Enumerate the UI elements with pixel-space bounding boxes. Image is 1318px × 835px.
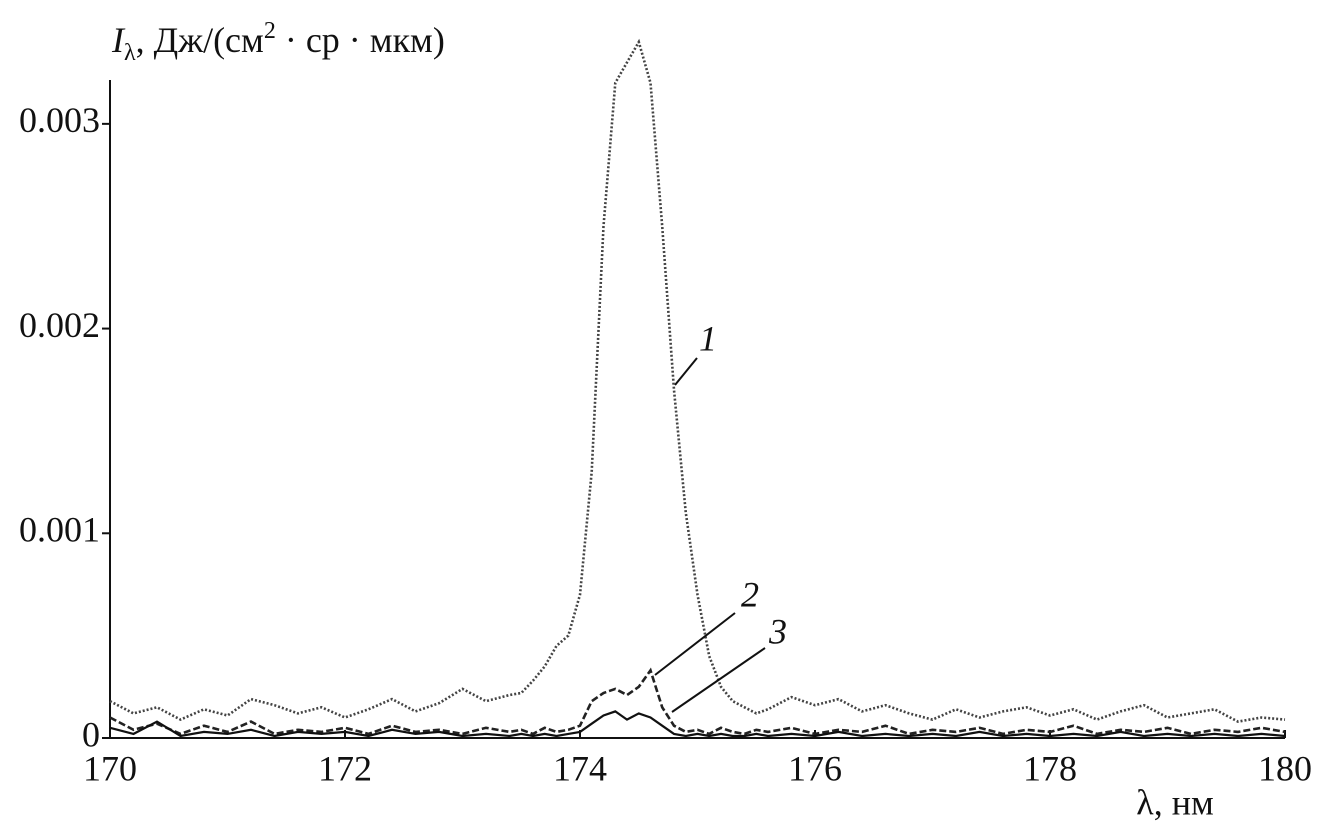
series-line xyxy=(109,667,1286,736)
y-axis-label: Iλ, Дж/(см2 · ср · мкм) xyxy=(111,18,445,66)
leader-line xyxy=(671,647,766,713)
x-axis-label: λ, нм xyxy=(1136,782,1214,822)
y-tick-label: 0.001 xyxy=(19,510,100,550)
leader-line xyxy=(674,357,698,386)
y-label-unit: , Дж/(см xyxy=(136,20,264,60)
series-label: 1 xyxy=(699,318,717,358)
series-line xyxy=(109,710,1286,738)
leader-line xyxy=(654,612,736,676)
x-tick-label: 174 xyxy=(553,748,607,788)
y-label-symbol: I xyxy=(111,20,126,60)
y-label-superscript: 2 xyxy=(264,18,276,44)
y-label-subscript: λ xyxy=(124,40,136,66)
x-tick-label: 180 xyxy=(1258,748,1312,788)
x-tick-label: 176 xyxy=(788,748,842,788)
y-tick-label: 0.003 xyxy=(19,100,100,140)
x-tick-label: 170 xyxy=(83,748,137,788)
series-line xyxy=(109,38,1286,723)
x-tick-label: 178 xyxy=(1023,748,1077,788)
x-tick-label: 172 xyxy=(318,748,372,788)
y-tick-label: 0 xyxy=(82,714,100,754)
series-label: 3 xyxy=(768,611,787,651)
series-label: 2 xyxy=(741,574,759,614)
y-label-unit: · ср · мкм) xyxy=(276,20,445,60)
y-tick-label: 0.002 xyxy=(19,305,100,345)
